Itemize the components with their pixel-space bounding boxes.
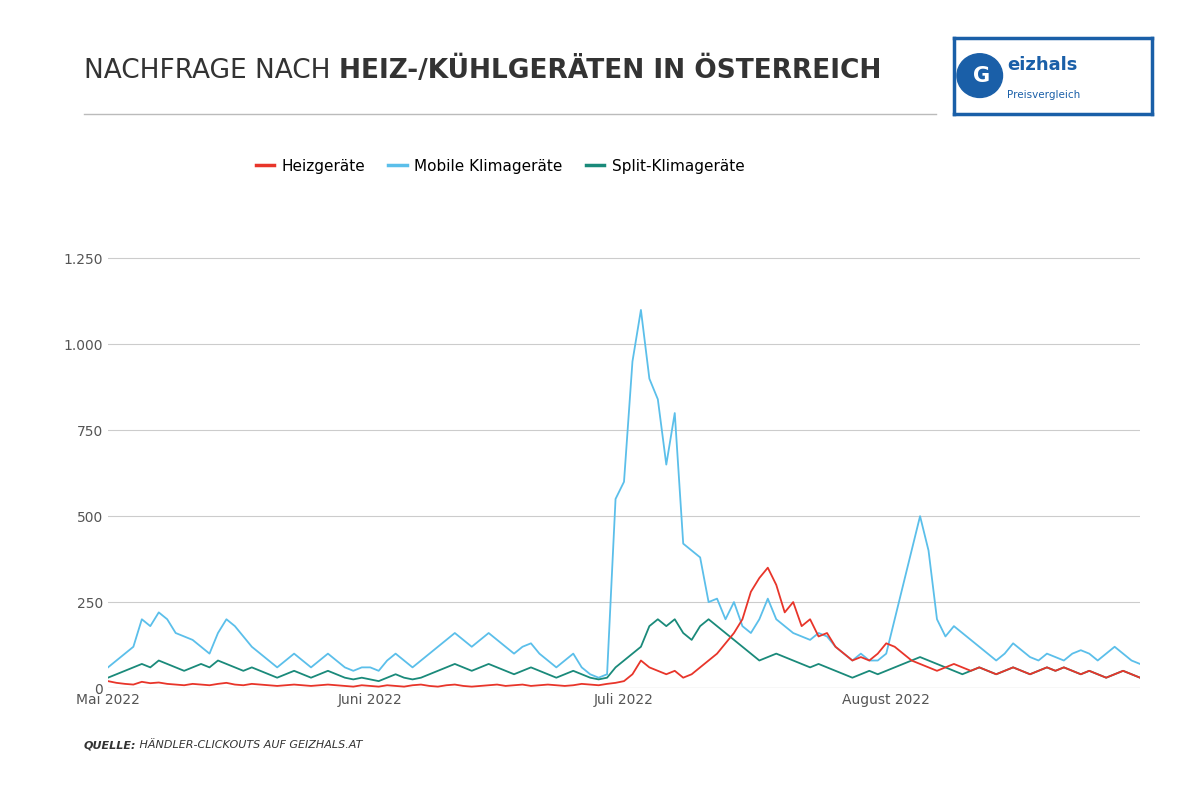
Text: Preisvergleich: Preisvergleich	[1008, 90, 1081, 100]
Circle shape	[956, 54, 1002, 98]
Legend: Heizgeräte, Mobile Klimageräte, Split-Klimageräte: Heizgeräte, Mobile Klimageräte, Split-Kl…	[250, 153, 750, 180]
Text: HÄNDLER-CLICKOUTS AUF GEIZHALS.AT: HÄNDLER-CLICKOUTS AUF GEIZHALS.AT	[137, 740, 362, 750]
Text: NACHFRAGE NACH: NACHFRAGE NACH	[84, 58, 338, 84]
Text: QUELLE:: QUELLE:	[84, 740, 137, 750]
Text: G: G	[973, 66, 990, 86]
Text: HEIZ-/KÜHLGERÄTEN IN ÖSTERREICH: HEIZ-/KÜHLGERÄTEN IN ÖSTERREICH	[338, 57, 881, 84]
Text: eizhals: eizhals	[1008, 56, 1078, 74]
